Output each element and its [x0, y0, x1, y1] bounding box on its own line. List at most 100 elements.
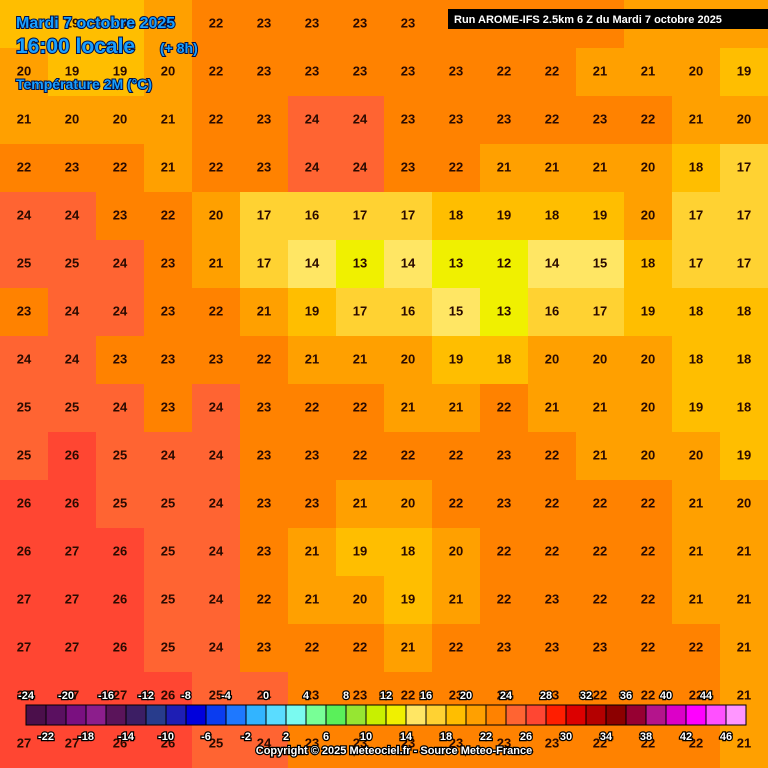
colorbar-swatch: [45, 704, 67, 726]
temperature-value: 21: [161, 159, 175, 174]
temperature-cell: [96, 384, 145, 433]
temperature-cell: [144, 96, 193, 145]
temperature-value: 21: [737, 639, 751, 654]
temperature-cell: [528, 432, 577, 481]
temperature-value: 19: [641, 303, 655, 318]
temperature-value: 20: [65, 111, 79, 126]
colorbar-swatch: [425, 704, 447, 726]
temperature-value: 20: [545, 351, 559, 366]
temperature-cell: [432, 528, 481, 577]
run-info: Run AROME-IFS 2.5km 6 Z du Mardi 7 octob…: [454, 14, 722, 26]
temperature-value: 21: [593, 159, 607, 174]
temperature-value: 22: [593, 495, 607, 510]
temperature-value: 21: [497, 159, 511, 174]
temperature-value: 23: [257, 15, 271, 30]
temperature-value: 23: [305, 447, 319, 462]
temperature-cell: [144, 48, 193, 97]
temperature-value: 24: [209, 543, 224, 558]
temperature-cell: [288, 336, 337, 385]
temperature-value: 15: [449, 303, 463, 318]
temperature-value: 21: [401, 639, 415, 654]
temperature-cell: [528, 528, 577, 577]
temperature-value: 24: [209, 447, 224, 462]
temperature-value: 23: [497, 735, 511, 750]
temperature-cell: [336, 192, 385, 241]
temperature-cell: [672, 96, 721, 145]
colorbar-swatch: [565, 704, 587, 726]
temperature-value: 21: [593, 399, 607, 414]
colorbar-swatch: [285, 704, 307, 726]
temperature-value: 21: [641, 63, 655, 78]
temperature-value: 21: [449, 591, 463, 606]
temperature-cell: [0, 0, 49, 49]
temperature-value: 22: [545, 63, 559, 78]
temperature-value: 20: [401, 351, 415, 366]
temperature-value: 24: [209, 639, 224, 654]
temperature-value: 13: [353, 255, 367, 270]
temperature-value: 21: [17, 111, 31, 126]
temperature-cell: [48, 144, 97, 193]
temperature-value: 23: [257, 111, 271, 126]
temperature-cell: [720, 528, 768, 577]
temperature-value: 23: [545, 591, 559, 606]
temperature-cell: [336, 576, 385, 625]
temperature-cell: [48, 288, 97, 337]
temperature-cell: [48, 192, 97, 241]
temperature-cell: [96, 288, 145, 337]
temperature-value: 24: [65, 351, 80, 366]
temperature-value: 18: [737, 399, 751, 414]
temperature-cell: [576, 48, 625, 97]
temperature-value: 21: [257, 303, 271, 318]
temperature-cell: [336, 0, 385, 49]
temperature-value: 24: [65, 207, 80, 222]
temperature-value: 24: [209, 495, 224, 510]
temperature-cell: [720, 384, 768, 433]
temperature-cell: [576, 144, 625, 193]
temperature-value: 22: [545, 543, 559, 558]
temperature-value: 25: [17, 399, 31, 414]
temperature-value: 27: [17, 591, 31, 606]
temperature-cell: [144, 432, 193, 481]
temperature-cell: [432, 144, 481, 193]
temperature-value: 13: [497, 303, 511, 318]
temperature-cell: [0, 528, 49, 577]
temperature-cell: [672, 288, 721, 337]
colorbar-label: 32: [580, 690, 592, 702]
temperature-value: 20: [641, 399, 655, 414]
colorbar-swatch: [525, 704, 547, 726]
temperature-cell: [624, 576, 673, 625]
colorbar-label: 44: [700, 690, 713, 702]
temperature-value: 26: [161, 735, 175, 750]
temperature-cell: [576, 720, 625, 768]
temperature-value: 24: [257, 687, 272, 702]
temperature-cell: [144, 192, 193, 241]
colorbar-label: 26: [520, 731, 532, 743]
temperature-cell: [528, 384, 577, 433]
temperature-value: 16: [545, 303, 559, 318]
colorbar-label: 0: [263, 690, 269, 702]
temperature-cell: [48, 480, 97, 529]
temperature-value: 21: [689, 111, 703, 126]
temperature-value: 21: [401, 399, 415, 414]
temperature-cell: [480, 624, 529, 673]
temperature-value: 20: [641, 447, 655, 462]
temperature-value: 25: [113, 495, 127, 510]
colorbar-label: 2: [283, 731, 289, 743]
temperature-cell: [384, 288, 433, 337]
temperature-value: 25: [65, 255, 79, 270]
temperature-cell: [528, 336, 577, 385]
temperature-value: 22: [593, 735, 607, 750]
temperature-value: 20: [641, 207, 655, 222]
temperature-cell: [192, 240, 241, 289]
temperature-cell: [0, 624, 49, 673]
temperature-value: 23: [401, 735, 415, 750]
temperature-value: 25: [113, 447, 127, 462]
temperature-value: 13: [449, 255, 463, 270]
colorbar-label: -20: [58, 690, 74, 702]
temperature-value: 18: [641, 255, 655, 270]
temperature-cell: [384, 192, 433, 241]
temperature-cell: [336, 240, 385, 289]
temperature-value: 19: [401, 591, 415, 606]
temperature-value: 25: [17, 255, 31, 270]
